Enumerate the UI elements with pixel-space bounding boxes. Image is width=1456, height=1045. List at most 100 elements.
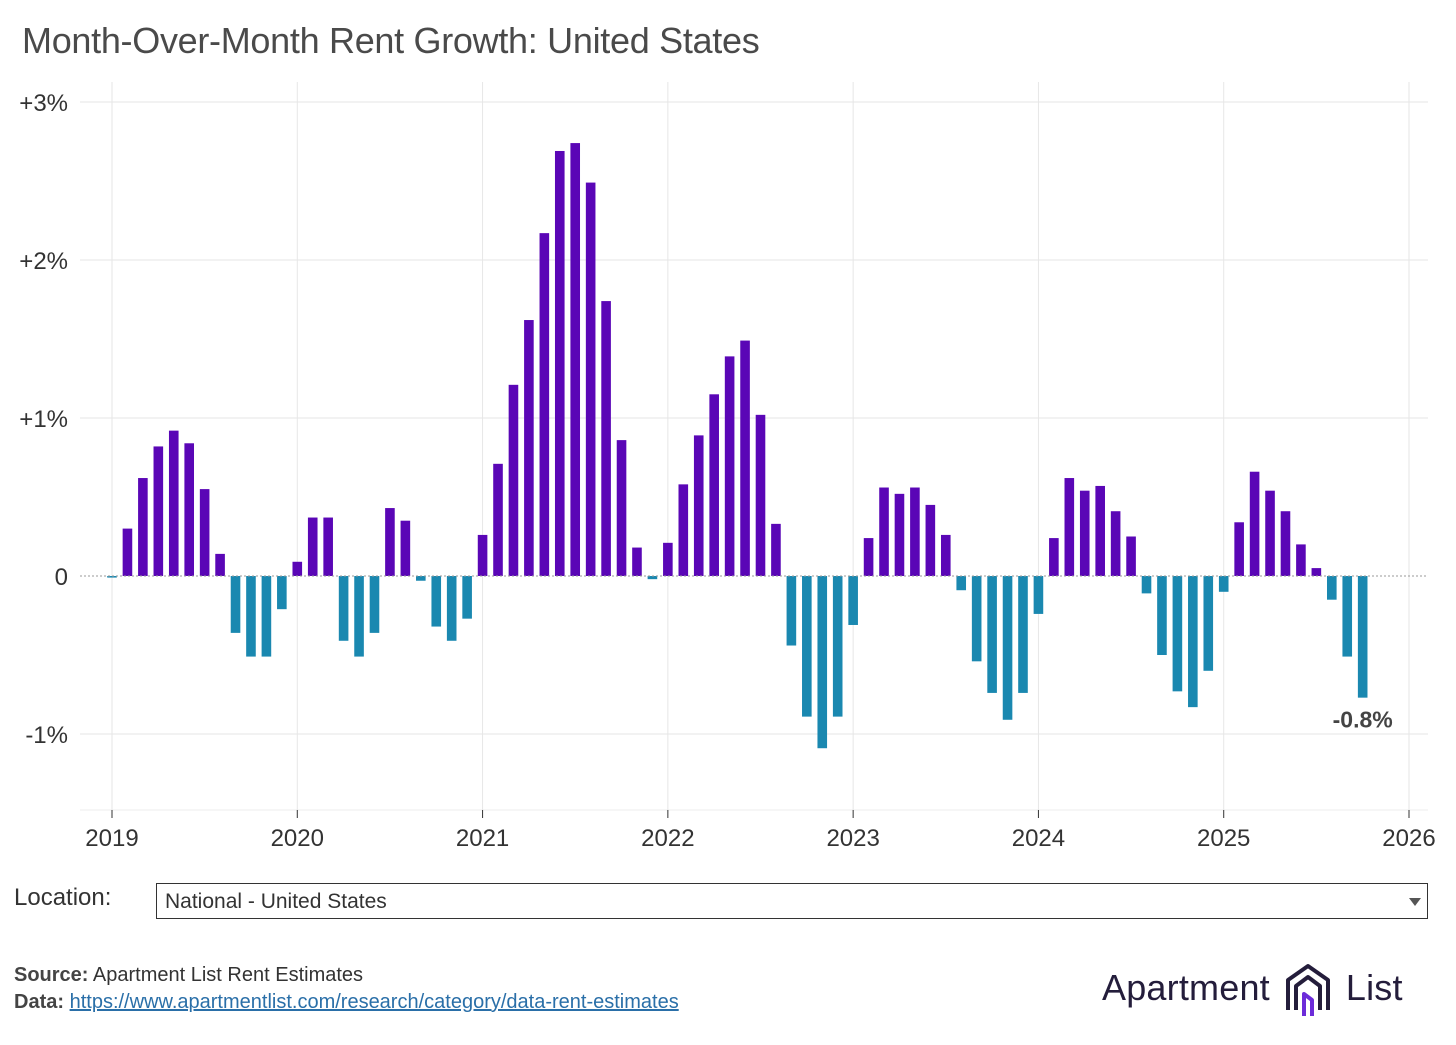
bar [1218,576,1229,592]
bar [894,493,905,576]
location-select-value: National - United States [165,890,387,913]
bar [524,320,534,576]
bar [462,576,472,619]
bar [678,484,689,576]
axes [80,575,1428,818]
source-line: Source: Apartment List Rent Estimates [14,964,363,987]
location-select[interactable]: National - United States [156,883,1428,919]
x-tick-label: 2024 [1012,825,1065,852]
y-tick-label: +3% [19,90,68,117]
bar [570,143,581,576]
bar [277,576,287,610]
x-tick-label: 2026 [1382,825,1435,852]
bar [1126,536,1136,576]
logo-word-list: List [1345,967,1403,1008]
bar [539,233,550,576]
x-tick-label: 2020 [271,825,324,852]
bar [1265,490,1275,576]
chevron-down-icon[interactable] [1409,898,1421,906]
bar [1110,511,1121,576]
chart-title: Month-Over-Month Rent Growth: United Sta… [22,20,760,61]
bar [755,414,766,576]
bar [153,446,164,576]
bar [1234,522,1244,576]
bar [400,520,411,576]
bar [307,517,318,576]
y-tick-label: +2% [19,248,68,275]
x-tick-label: 2022 [641,825,694,852]
building-logo-icon [1285,964,1330,1016]
bar [693,435,704,576]
bar [817,576,828,749]
bar [168,430,179,576]
bar-chart: +3% +2% +1% 0 -1% 2019 2020 2021 2022 2023 2024 202… [19,82,1436,852]
bar [554,150,565,577]
bar [616,440,627,576]
data-label: Data: [14,991,65,1013]
bar [107,576,117,578]
bar [1002,576,1013,720]
bar [446,576,457,641]
x-tick-label: 2019 [85,825,138,852]
bar [940,534,951,576]
bar [493,463,503,576]
bar [971,576,982,662]
x-tick-label: 2025 [1197,825,1250,852]
bar [416,576,426,581]
bar [802,576,812,717]
bar [1157,576,1167,655]
bar [1326,576,1337,600]
x-tick-label: 2021 [456,825,509,852]
apartment-list-logo: Apartment List [1102,958,1403,1018]
bar [477,534,488,576]
bar [1188,576,1198,708]
bar [848,576,858,625]
bar [647,576,658,580]
bar [1064,478,1075,576]
y-tick-label: 0 [55,564,68,591]
bar [1141,576,1152,594]
bar [1249,471,1260,576]
bar [1342,576,1353,657]
bar [1296,544,1306,576]
bar [1018,576,1028,693]
bar [956,576,967,591]
bar [724,356,735,576]
bar [863,538,874,576]
data-link[interactable]: https://www.apartmentlist.com/research/c… [69,991,679,1013]
bar [1357,576,1368,698]
bar [1049,538,1059,576]
bar [709,394,719,576]
bar [138,478,148,576]
bar [369,576,380,633]
bar [925,504,936,576]
bar [1033,576,1044,614]
bar [910,487,920,576]
bar [354,576,364,657]
bar [601,301,611,576]
bars [107,143,1368,749]
bar [832,576,843,717]
bar [215,553,225,576]
y-tick-label: -1% [25,722,68,749]
bar [1095,485,1105,576]
bar [1172,576,1183,692]
x-tick-label: 2023 [826,825,879,852]
bar [1311,568,1322,576]
bar [771,523,781,576]
y-tick-label: +1% [19,406,68,433]
bar [1203,576,1214,671]
bar [246,576,256,657]
bar [338,576,349,641]
bar [292,561,303,576]
bar [786,576,797,646]
bar [385,508,395,576]
bar [431,576,442,627]
source-text: Apartment List Rent Estimates [92,964,364,986]
bar [508,384,519,576]
source-label: Source: [14,964,89,986]
bar [230,576,241,633]
location-label: Location: [14,884,112,911]
bar [261,576,272,657]
bar [632,547,642,576]
